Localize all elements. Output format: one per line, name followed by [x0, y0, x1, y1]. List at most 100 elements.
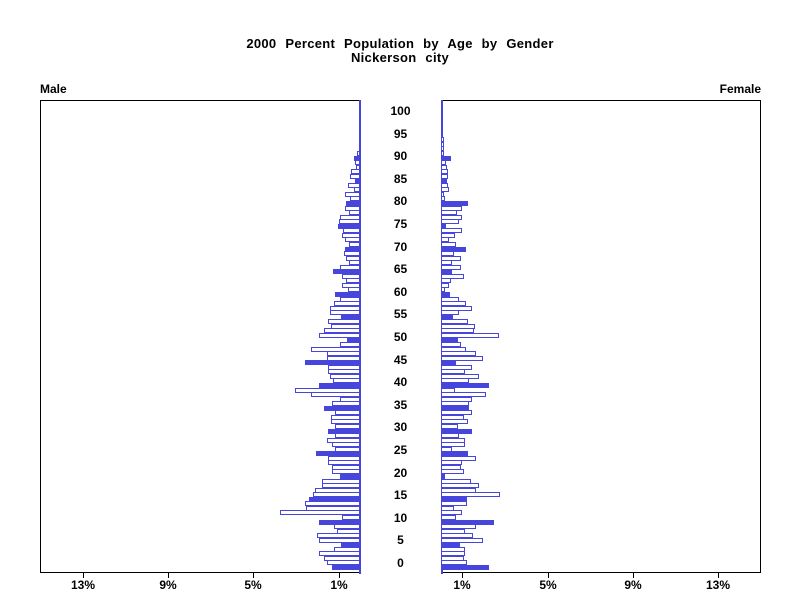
bar-female-age-54 [441, 319, 468, 324]
bar-female-age-19 [441, 479, 471, 484]
bar-female-age-93 [441, 142, 444, 147]
bar-female-age-77 [441, 215, 462, 220]
bar-female-age-94 [441, 137, 444, 142]
bar-female-age-8 [441, 529, 465, 534]
bar-male-age-48 [311, 347, 360, 352]
bar-female-age-44 [441, 365, 472, 370]
bar-female-age-33 [441, 415, 464, 420]
age-label-50: 50 [393, 330, 408, 344]
bar-female-age-0 [441, 565, 489, 570]
bar-male-age-6 [319, 538, 360, 543]
bar-female-age-80 [441, 201, 468, 206]
bar-female-age-13 [441, 506, 454, 511]
bar-male-age-26 [335, 447, 360, 452]
bar-male-age-55 [341, 315, 360, 320]
age-label-45: 45 [393, 353, 408, 367]
bar-male-age-8 [337, 529, 360, 534]
bar-male-age-62 [342, 283, 360, 288]
bar-female-age-73 [441, 233, 455, 238]
bar-female-age-57 [441, 306, 472, 311]
bar-female-age-86 [441, 174, 448, 179]
bar-female-age-70 [441, 247, 466, 252]
bar-male-age-75 [338, 224, 360, 229]
bar-male-age-80 [346, 201, 360, 206]
bar-male-age-30 [328, 429, 360, 434]
bar-male-age-17 [315, 488, 360, 493]
chart-subtitle: Nickerson city [350, 50, 450, 65]
bar-male-age-2 [324, 556, 360, 561]
age-label-100: 100 [390, 104, 411, 118]
age-label-55: 55 [393, 307, 408, 321]
age-label-5: 5 [397, 533, 404, 547]
bar-male-age-35 [324, 406, 360, 411]
bar-male-age-82 [345, 192, 360, 197]
bar-male-age-84 [348, 183, 360, 188]
pct-tick-right-13 [718, 573, 719, 578]
bar-male-age-71 [349, 242, 360, 247]
bar-male-age-51 [319, 333, 360, 338]
bar-male-age-13 [306, 506, 360, 511]
bar-female-age-35 [441, 406, 469, 411]
age-label-25: 25 [393, 443, 408, 457]
pct-label-right-5: 5% [539, 578, 557, 592]
pct-label-left-1: 1% [330, 578, 348, 592]
bar-male-age-66 [340, 265, 360, 270]
pct-label-right-9: 9% [624, 578, 642, 592]
bar-female-age-50 [441, 338, 458, 343]
bar-female-age-62 [441, 283, 449, 288]
bar-female-age-75 [441, 224, 446, 229]
pct-tick-right-5 [548, 573, 549, 578]
bar-male-age-86 [350, 174, 360, 179]
pct-label-right-1: 1% [453, 578, 471, 592]
bar-male-age-64 [342, 274, 360, 279]
pct-tick-right-9 [633, 573, 634, 578]
age-label-65: 65 [393, 262, 408, 276]
bar-female-age-28 [441, 438, 465, 443]
bar-male-age-70 [345, 247, 360, 252]
male-panel-label: Male [40, 82, 67, 96]
bar-female-age-51 [441, 333, 499, 338]
bar-male-age-33 [331, 415, 360, 420]
bar-female-age-15 [441, 497, 467, 502]
bar-male-age-31 [335, 424, 360, 429]
age-label-70: 70 [393, 240, 408, 254]
bar-male-age-73 [342, 233, 360, 238]
bar-female-age-37 [441, 397, 472, 402]
age-label-15: 15 [393, 488, 408, 502]
bar-female-age-59 [441, 297, 459, 302]
age-label-75: 75 [393, 217, 408, 231]
bar-male-age-53 [331, 324, 360, 329]
female-panel-label: Female [719, 82, 761, 96]
bar-female-age-30 [441, 429, 472, 434]
pct-label-right-13: 13% [705, 578, 731, 592]
bar-female-age-22 [441, 465, 461, 470]
bar-male-age-42 [330, 374, 360, 379]
bar-female-age-17 [441, 488, 476, 493]
bar-male-age-59 [340, 297, 360, 302]
female-panel-frame [441, 100, 761, 573]
age-label-85: 85 [393, 172, 408, 186]
bar-female-age-26 [441, 447, 452, 452]
bar-female-age-39 [441, 388, 455, 393]
bar-female-age-38 [441, 392, 486, 397]
bar-male-age-44 [328, 365, 360, 370]
age-label-20: 20 [393, 466, 408, 480]
bar-female-age-79 [441, 206, 462, 211]
bar-male-age-88 [356, 165, 360, 170]
bar-male-age-20 [340, 474, 360, 479]
bar-female-age-46 [441, 356, 483, 361]
pct-label-left-9: 9% [159, 578, 177, 592]
bar-female-age-88 [441, 165, 447, 170]
pct-tick-left-5 [253, 573, 254, 578]
bar-female-age-25 [441, 451, 468, 456]
bar-male-age-37 [340, 397, 360, 402]
pct-tick-left-13 [83, 573, 84, 578]
pct-label-left-5: 5% [244, 578, 262, 592]
bar-female-age-48 [441, 347, 466, 352]
pct-tick-left-1 [339, 573, 340, 578]
age-label-10: 10 [393, 511, 408, 525]
bar-male-age-15 [309, 497, 360, 502]
bar-female-age-6 [441, 538, 483, 543]
bar-female-age-71 [441, 242, 456, 247]
